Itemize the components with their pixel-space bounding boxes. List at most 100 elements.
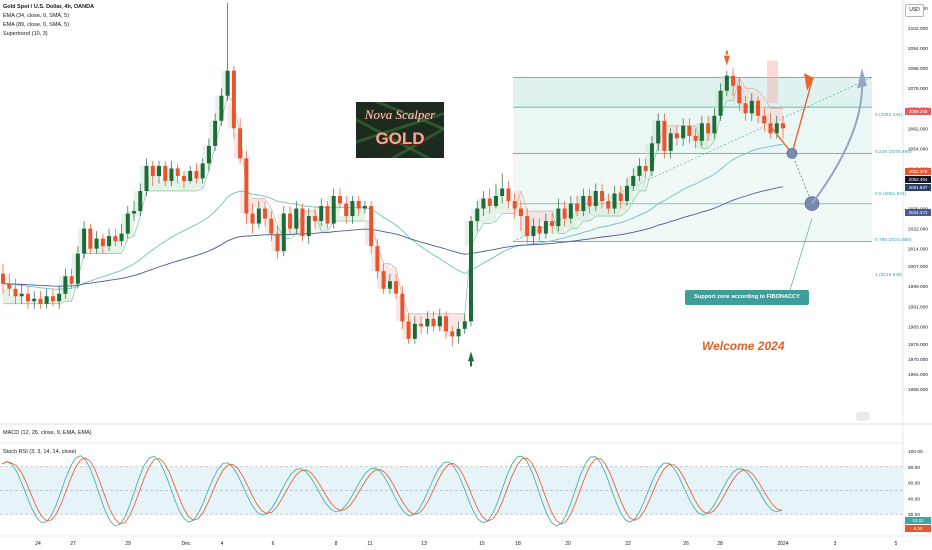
time-tick-8: 13 [421,541,427,547]
supertrend-line-34 [208,145,216,172]
candle-body-13 [82,228,87,254]
supertrend-fill-7 [40,296,47,304]
supertrend-fill-47 [290,208,297,234]
supertrend-fill-49 [302,211,309,217]
stoch-tick-1: 80.00 [908,465,920,471]
candle-body-109 [681,125,686,139]
supertrend-fill-68 [421,313,428,319]
candle-body-2 [13,288,18,297]
candle-body-58 [362,206,367,209]
supertrend-fill-95 [589,190,596,217]
supertrend-line-118 [732,78,740,101]
price-tick-13: 2007.000 [908,264,928,270]
supertrend-fill-59 [364,221,372,247]
supertrend-fill-70 [433,313,440,317]
supertrend-fill-52 [321,223,328,232]
fib-label-0: 0 (2082.332) [875,113,903,118]
candle-body-96 [600,190,605,202]
price-tick-4: 2078.000 [908,86,928,92]
supertrend-line-44 [270,208,278,227]
welcome-text: Welcome 2024 [702,339,785,353]
time-tick-4: 4 [221,541,224,547]
supertrend-fill-34 [208,120,216,146]
macd-legend[interactable]: MACD (12, 26, close, 9, EMA, EMA) [3,430,92,436]
supertrend-fill-69 [427,313,434,327]
candle-body-41 [256,208,261,224]
supertrend-fill-92 [570,211,578,229]
supertrend-fill-37 [227,103,234,129]
indicator-supertrend[interactable]: Supertrend (10, 3) [3,31,48,37]
candle-body-63 [394,281,399,294]
candle-body-115 [718,90,723,116]
time-tick-11: 20 [565,541,571,547]
supertrend-fill-66 [408,313,415,324]
supertrend-line-43 [264,198,272,209]
price-tag-ema89: 2044.473 [905,209,931,216]
supertrend-line-63 [389,263,397,269]
candle-body-84 [525,216,530,237]
supertrend-fill-76 [471,208,478,234]
currency-button[interactable]: USD [905,4,924,17]
time-tick-5: 6 [272,541,275,547]
supertrend-fill-20 [121,213,128,239]
ema89-line [2,186,784,287]
candle-body-7 [44,296,49,304]
supertrend-fill-41 [252,198,259,209]
indicator-ema34[interactable]: EMA (34, close, 0, SMA, 5) [3,13,70,19]
candle-body-49 [306,216,311,237]
fib-zone-top [513,77,872,108]
supertrend-line-115 [714,115,721,141]
candle-body-0 [1,273,5,284]
time-tick-10: 18 [515,541,521,547]
candle-body-105 [656,120,661,144]
candle-body-75 [469,221,473,322]
price-tick-14: 1999.000 [908,284,928,290]
price-tag-ema34: 2061.847 [905,184,931,191]
supertrend-fill-78 [483,206,490,224]
symbol-title[interactable]: Gold Spot / U.S. Dollar, 4h, OANDA [3,4,95,10]
supertrend-fill-90 [558,218,565,234]
supertrend-fill-50 [308,211,315,222]
supertrend-line-21 [127,235,135,239]
candle-body-77 [481,198,486,209]
time-tick-9: 15 [479,541,485,547]
candle-body-100 [625,185,629,202]
brand-logo: Nova Scalper GOLD [356,102,444,158]
candle-body-89 [556,208,561,227]
supertrend-fill-19 [115,233,122,254]
supertrend-fill-38 [233,133,241,159]
supertrend-fill-3 [15,293,22,304]
supertrend-fill-45 [277,213,284,239]
candle-body-76 [475,208,480,222]
supertrend-fill-13 [77,228,85,254]
candle-body-82 [512,201,517,209]
supertrend-fill-79 [489,195,496,222]
tradingview-badge-icon[interactable] [856,412,870,421]
candle-body-10 [63,276,68,294]
recovery-arrowhead-icon [857,68,867,89]
stoch-legend[interactable]: Stoch RSI (3, 3, 14, 14, close) [3,449,77,455]
price-tick-1: 2102.000 [908,26,928,32]
supertrend-fill-125 [776,108,783,129]
candle-body-22 [138,190,143,212]
candle-body-74 [462,321,467,329]
supertrend-line-101 [626,200,634,212]
candle-body-40 [250,213,255,224]
candle-body-73 [456,328,461,337]
price-tick-18: 1970.000 [908,357,928,363]
supertrend-fill-102 [633,165,640,191]
candle-body-42 [263,208,268,219]
time-tick-13: 26 [683,541,689,547]
candle-body-20 [125,213,130,234]
indicator-ema89[interactable]: EMA (89, close, 0, SMA, 5) [3,22,70,28]
candle-body-121 [756,100,761,116]
candle-body-45 [281,213,286,252]
candle-body-6 [38,298,43,304]
candle-body-110 [687,125,692,136]
ema34-line [2,143,784,290]
candle-body-3 [19,293,24,297]
supertrend-fill-53 [327,195,334,222]
fib-label-0786: 0.786 (2031.888) [875,238,912,243]
candle-body-17 [107,236,112,247]
